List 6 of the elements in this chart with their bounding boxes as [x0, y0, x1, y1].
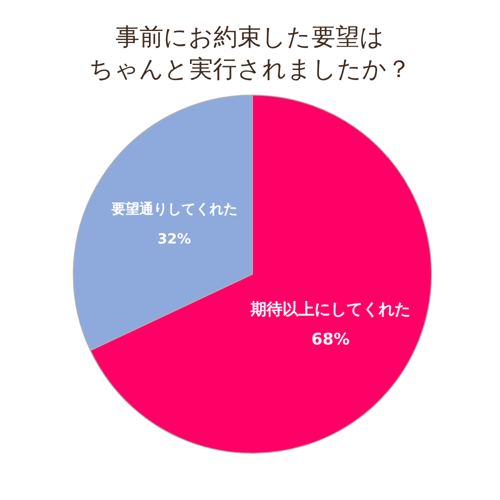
slice-label: 期待以上にしてくれた	[250, 299, 411, 318]
slice-label: 要望通りしてくれた	[110, 200, 238, 218]
chart-subtitle: ちゃんと実行されましたか？	[89, 55, 411, 83]
data-label: 68%	[311, 329, 350, 348]
data-label: 32%	[158, 232, 192, 248]
chart-title: 事前にお約束した要望は	[116, 23, 384, 51]
